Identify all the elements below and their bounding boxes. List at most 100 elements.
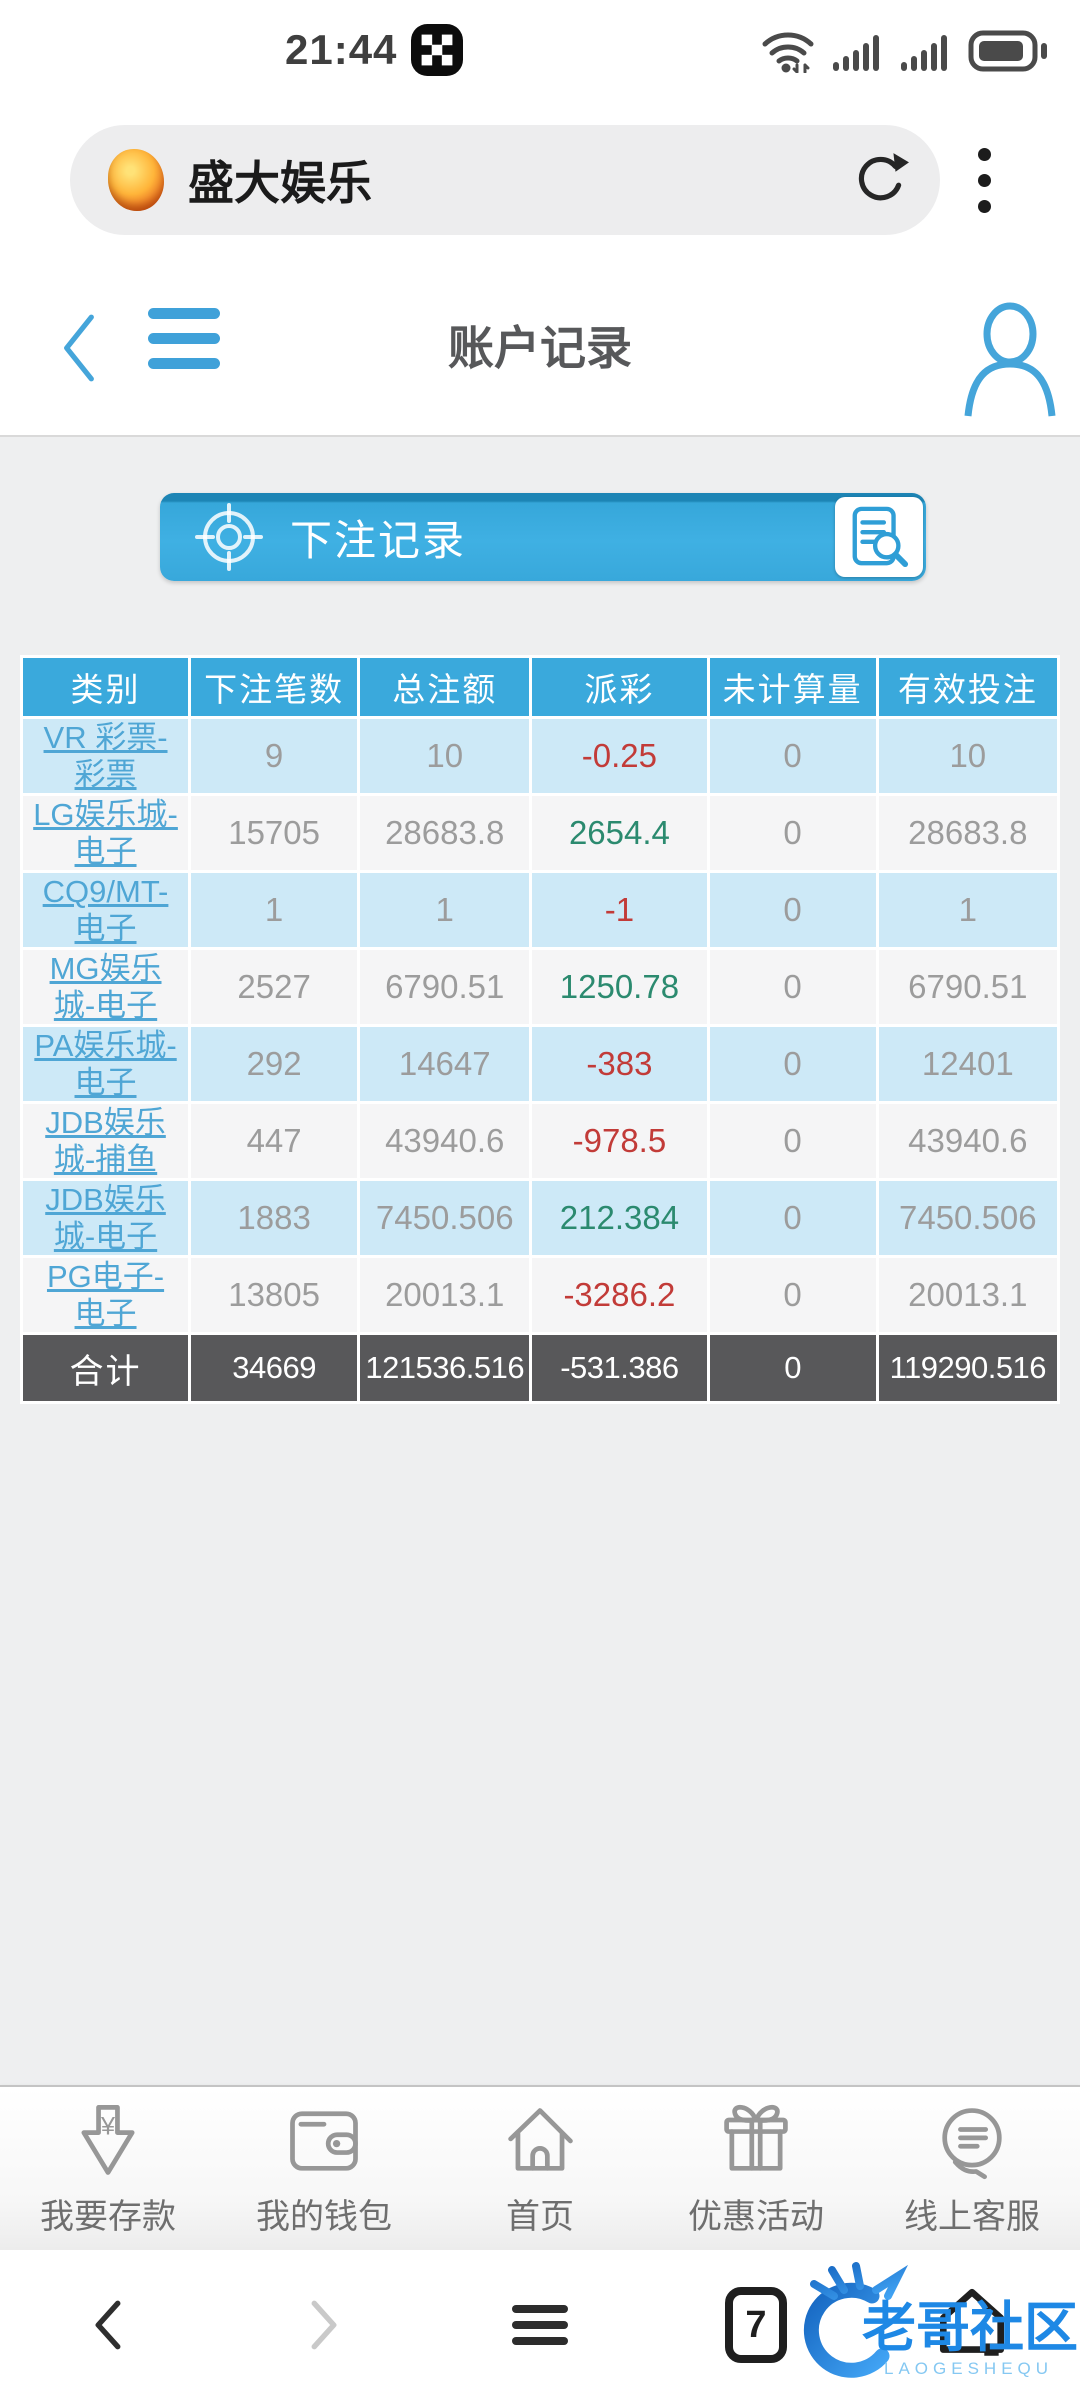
valid-bet-cell: 12401 <box>878 1027 1057 1101</box>
total-bet-cell: 20013.1 <box>360 1258 530 1332</box>
total-bet-cell: 6790.51 <box>360 950 530 1024</box>
footer-nav: ¥ 我要存款 我的钱包 首页 <box>0 2085 1080 2250</box>
nav-item-deposit[interactable]: ¥ 我要存款 <box>0 2099 216 2238</box>
uncalculated-cell: 0 <box>709 796 876 870</box>
browser-back-button[interactable] <box>0 2299 216 2351</box>
category-cell: JDB娱乐 城-捕鱼 <box>23 1104 189 1178</box>
bets-cell: 9 <box>191 719 358 793</box>
uncalculated-cell: 0 <box>709 873 876 947</box>
bets-cell: 447 <box>191 1104 358 1178</box>
payout-cell: 1250.78 <box>532 950 707 1024</box>
refresh-icon[interactable] <box>852 151 910 209</box>
site-favicon <box>108 149 164 211</box>
clock: 21:44 <box>285 26 398 73</box>
app-header: 账户记录 <box>0 260 1080 437</box>
valid-bet-cell: 20013.1 <box>878 1258 1057 1332</box>
browser-menu-button[interactable] <box>432 2301 648 2349</box>
browser-forward-button[interactable] <box>216 2299 432 2351</box>
col-header-payout: 派彩 <box>532 658 707 716</box>
valid-bet-cell: 6790.51 <box>878 950 1057 1024</box>
total-bet-cell: 28683.8 <box>360 796 530 870</box>
uncalculated-cell: 0 <box>709 1181 876 1255</box>
total-valid-bet-cell: 119290.516 <box>878 1335 1057 1401</box>
browser-menu-icon[interactable] <box>978 147 991 213</box>
forward-chevron-icon <box>311 2300 337 2350</box>
total-bet-cell: 43940.6 <box>360 1104 530 1178</box>
bets-cell: 1 <box>191 873 358 947</box>
nav-label: 优惠活动 <box>688 2198 824 2236</box>
valid-bet-cell: 7450.506 <box>878 1181 1057 1255</box>
nav-item-home[interactable]: 首页 <box>432 2099 648 2238</box>
browser-toolbar: 7 老哥社区 LAOGESHEQU <box>0 2250 1080 2400</box>
doc-search-icon <box>852 506 909 568</box>
category-cell: MG娱乐 城-电子 <box>23 950 189 1024</box>
table-row: LG娱乐城- 电子 15705 28683.8 2654.4 0 28683.8 <box>23 796 1057 870</box>
back-chevron-icon[interactable] <box>58 312 100 384</box>
total-label: 合计 <box>23 1335 189 1401</box>
page-content: 下注记录 类别 下注笔数 总注额 派彩 <box>0 437 1080 2085</box>
browser-tabs-button[interactable]: 7 <box>648 2287 864 2363</box>
nav-label: 线上客服 <box>904 2198 1040 2236</box>
category-link[interactable]: JDB娱乐 城-捕鱼 <box>45 1105 166 1177</box>
valid-bet-cell: 43940.6 <box>878 1104 1057 1178</box>
total-bet-cell: 1 <box>360 873 530 947</box>
category-link[interactable]: PG电子- 电子 <box>46 1259 165 1331</box>
uncalculated-cell: 0 <box>709 719 876 793</box>
wifi-icon <box>762 32 814 73</box>
table-body: VR 彩票- 彩票 9 10 -0.25 0 10 LG娱乐城- 电子 15705 28683.8 2… <box>23 719 1057 1332</box>
crosshair-icon <box>195 503 263 571</box>
table-row: PG电子- 电子 13805 20013.1 -3286.2 0 20013.1 <box>23 1258 1057 1332</box>
uncalculated-cell: 0 <box>709 1258 876 1332</box>
nav-item-support[interactable]: 线上客服 <box>864 2099 1080 2238</box>
category-link[interactable]: JDB娱乐 城-电子 <box>45 1182 166 1254</box>
browser-home-button[interactable] <box>864 2284 1080 2366</box>
hamburger-icon[interactable] <box>148 308 220 369</box>
category-cell: LG娱乐城- 电子 <box>23 796 189 870</box>
total-bet-cell: 10 <box>360 719 530 793</box>
bets-cell: 13805 <box>191 1258 358 1332</box>
svg-text:¥: ¥ <box>100 2113 116 2141</box>
checkered-app-icon <box>411 24 464 76</box>
category-cell: JDB娱乐 城-电子 <box>23 1181 189 1255</box>
status-bar: 21:44 <box>0 0 1080 100</box>
total-total-bet-cell: 121536.516 <box>360 1335 530 1401</box>
col-header-uncalculated: 未计算量 <box>709 658 876 716</box>
battery-icon <box>968 30 1047 72</box>
category-link[interactable]: MG娱乐 城-电子 <box>49 951 162 1023</box>
total-bet-cell: 7450.506 <box>360 1181 530 1255</box>
page-title: 账户记录 <box>448 322 632 374</box>
valid-bet-cell: 10 <box>878 719 1057 793</box>
category-cell: VR 彩票- 彩票 <box>23 719 189 793</box>
total-row: 合计 34669 121536.516 -531.386 0 119290.51… <box>23 1335 1057 1401</box>
category-link[interactable]: CQ9/MT- 电子 <box>42 874 169 946</box>
address-pill[interactable]: 盛大娱乐 <box>70 125 940 235</box>
category-cell: PG电子- 电子 <box>23 1258 189 1332</box>
category-link[interactable]: VR 彩票- 彩票 <box>43 720 168 792</box>
back-chevron-icon <box>95 2300 121 2350</box>
nav-label: 首页 <box>506 2198 574 2236</box>
nav-item-promotions[interactable]: 优惠活动 <box>648 2099 864 2238</box>
nav-item-wallet[interactable]: 我的钱包 <box>216 2099 432 2238</box>
valid-bet-cell: 1 <box>878 873 1057 947</box>
col-header-bets: 下注笔数 <box>191 658 358 716</box>
signal-icon <box>901 35 947 71</box>
payout-cell: 212.384 <box>532 1181 707 1255</box>
home-icon <box>508 2108 573 2171</box>
search-records-button[interactable] <box>835 497 923 577</box>
table-header-row: 类别 下注笔数 总注额 派彩 未计算量 有效投注 <box>23 658 1057 716</box>
total-bet-cell: 14647 <box>360 1027 530 1101</box>
user-icon[interactable] <box>958 300 1062 418</box>
table-row: PA娱乐城- 电子 292 14647 -383 0 12401 <box>23 1027 1057 1101</box>
home-icon <box>939 2288 1005 2356</box>
total-payout-cell: -531.386 <box>532 1335 707 1401</box>
table-row: VR 彩票- 彩票 9 10 -0.25 0 10 <box>23 719 1057 793</box>
total-uncalculated-cell: 0 <box>709 1335 876 1401</box>
banner-label: 下注记录 <box>290 516 467 564</box>
category-link[interactable]: PA娱乐城- 电子 <box>34 1028 177 1100</box>
nav-label: 我要存款 <box>40 2198 176 2236</box>
category-link[interactable]: LG娱乐城- 电子 <box>33 797 178 869</box>
nav-label: 我的钱包 <box>256 2198 392 2236</box>
bets-cell: 15705 <box>191 796 358 870</box>
payout-cell: -383 <box>532 1027 707 1101</box>
